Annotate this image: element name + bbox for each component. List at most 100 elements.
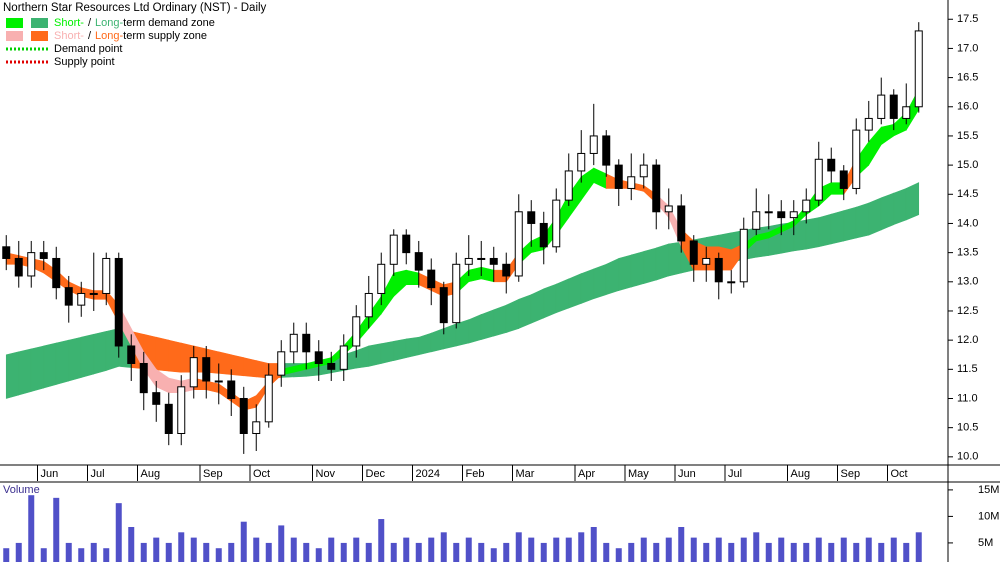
x-tick-label: 2024 (416, 468, 440, 480)
candle-body (214, 380, 223, 383)
volume-bar (215, 548, 222, 562)
volume-bar (303, 542, 310, 562)
volume-bar (153, 537, 160, 562)
long-zone (405, 336, 420, 359)
long-zone (168, 339, 182, 373)
candle-body (677, 205, 686, 242)
y-tick-label: 10.0 (957, 451, 978, 463)
candle-body (914, 30, 923, 108)
volume-bar (53, 497, 60, 562)
y-tick-label: 16.5 (957, 72, 978, 84)
long-zone (755, 226, 770, 258)
candle-body (227, 380, 236, 399)
volume-bar (690, 537, 697, 562)
candle-body (352, 316, 361, 347)
volume-bar (603, 542, 610, 562)
candle-body (827, 158, 836, 172)
volume-bar (753, 532, 760, 562)
y-tick-label: 15.0 (957, 159, 978, 171)
long-zone (493, 304, 507, 337)
volume-bar (653, 542, 660, 562)
volume-bar (78, 548, 85, 562)
candle-body (439, 287, 448, 324)
volume-bar (365, 542, 372, 562)
volume-bar (515, 532, 522, 562)
volume-bar (278, 525, 285, 562)
candle-body (589, 135, 598, 154)
x-tick-label: May (628, 468, 649, 480)
volume-bar (840, 537, 847, 562)
volume-bar (565, 537, 572, 562)
y-tick-label: 12.5 (957, 305, 978, 317)
candle-body (14, 257, 23, 277)
volume-bar (640, 537, 647, 562)
volume-bar (240, 521, 247, 562)
volume-bar (915, 532, 922, 562)
candle-body (739, 228, 748, 283)
volume-bar (415, 542, 422, 562)
candle-body (189, 357, 198, 388)
long-zone (818, 213, 832, 248)
legend-label: Demand point (54, 43, 123, 55)
candle-body (289, 333, 298, 353)
candle-body (39, 252, 48, 259)
candles (2, 22, 923, 454)
candle-body (377, 263, 386, 294)
x-tick-label: Jun (41, 468, 59, 480)
long-zone (593, 263, 607, 300)
volume-bar (815, 537, 822, 562)
candle-body (502, 263, 511, 277)
legend-text: Short- (54, 30, 84, 42)
long-zone (543, 283, 557, 319)
y-tick-label: 17.5 (957, 13, 978, 25)
long-zone (68, 336, 82, 382)
volume-bar (728, 542, 735, 562)
candle-body (252, 421, 261, 434)
volume-bar (590, 527, 597, 562)
y-tick-label: 14.0 (957, 217, 978, 229)
candle-body (52, 257, 61, 289)
long-zone (830, 210, 845, 245)
legend-label: Supply point (54, 56, 115, 68)
long-zone (93, 331, 107, 375)
legend-text: / (88, 30, 92, 42)
x-tick-label: Sep (841, 468, 861, 480)
x-tick-label: Jul (91, 468, 105, 480)
volume-bar (740, 537, 747, 562)
x-tick-label: Jul (728, 468, 742, 480)
x-tick-label: Dec (366, 468, 386, 480)
long-zone (455, 319, 470, 347)
long-zone (480, 309, 495, 340)
long-zone (655, 243, 670, 281)
candle-body (427, 269, 436, 289)
candle-body (852, 129, 861, 189)
y-tick-label: 10.5 (957, 422, 978, 434)
y-tick-label: 16.0 (957, 101, 978, 113)
legend-label: Short- / Long-term demand zone (54, 17, 215, 29)
volume-bar (778, 537, 785, 562)
legend-text: Supply point (54, 56, 115, 68)
chart-title: Northern Star Resources Ltd Ordinary (NS… (3, 2, 267, 14)
long-zone (605, 257, 620, 296)
long-zone (668, 241, 682, 277)
candle-body (789, 211, 798, 219)
volume-bar (390, 542, 397, 562)
candle-body (177, 386, 186, 434)
x-tick-label: Aug (141, 468, 161, 480)
long-zone (843, 206, 857, 242)
long-zone (443, 323, 457, 350)
long-zone (905, 182, 920, 221)
long-zone (580, 268, 595, 304)
volume-bar (465, 537, 472, 562)
candle-body (564, 170, 573, 201)
candle-body (164, 403, 173, 434)
legend-text: Long- (95, 17, 123, 29)
volume-bar (28, 495, 35, 562)
volume-bar (353, 537, 360, 562)
y-tick-label: 11.5 (957, 363, 978, 375)
candle-body (102, 257, 111, 294)
long-zone (630, 251, 645, 288)
legend-swatch (6, 31, 23, 41)
candle-body (714, 257, 723, 283)
candle-body (339, 345, 348, 370)
